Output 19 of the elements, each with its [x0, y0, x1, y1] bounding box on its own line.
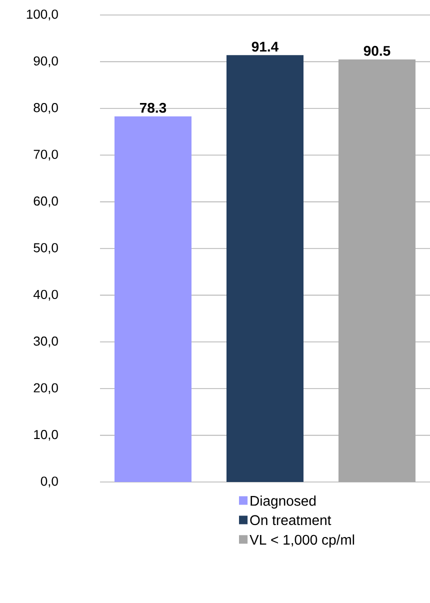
data-label: 78.3 — [140, 102, 166, 113]
y-tick-label: 50,0 — [34, 243, 58, 254]
y-tick-label: 90,0 — [34, 56, 58, 68]
y-tick-label: 10,0 — [34, 430, 58, 441]
data-label: 90.5 — [364, 46, 390, 56]
y-tick-label: 70,0 — [34, 150, 58, 160]
y-tick-label: 100,0 — [26, 10, 58, 20]
y-tick-label: 80,0 — [34, 103, 58, 114]
legend-label: Diagnosed — [250, 496, 316, 509]
legend-label: VL < 1,000 cp/ml — [250, 534, 354, 548]
legend-label: On treatment — [250, 515, 332, 526]
bar — [226, 55, 304, 482]
y-tick-label: 20,0 — [34, 383, 58, 394]
y-tick-label: 0,0 — [40, 476, 58, 488]
y-tick-label: 40,0 — [33, 290, 58, 301]
bar — [114, 116, 192, 482]
y-tick-label: 30,0 — [34, 336, 58, 348]
y-tick-label: 60,0 — [34, 196, 58, 208]
data-label: 91.4 — [252, 42, 279, 52]
